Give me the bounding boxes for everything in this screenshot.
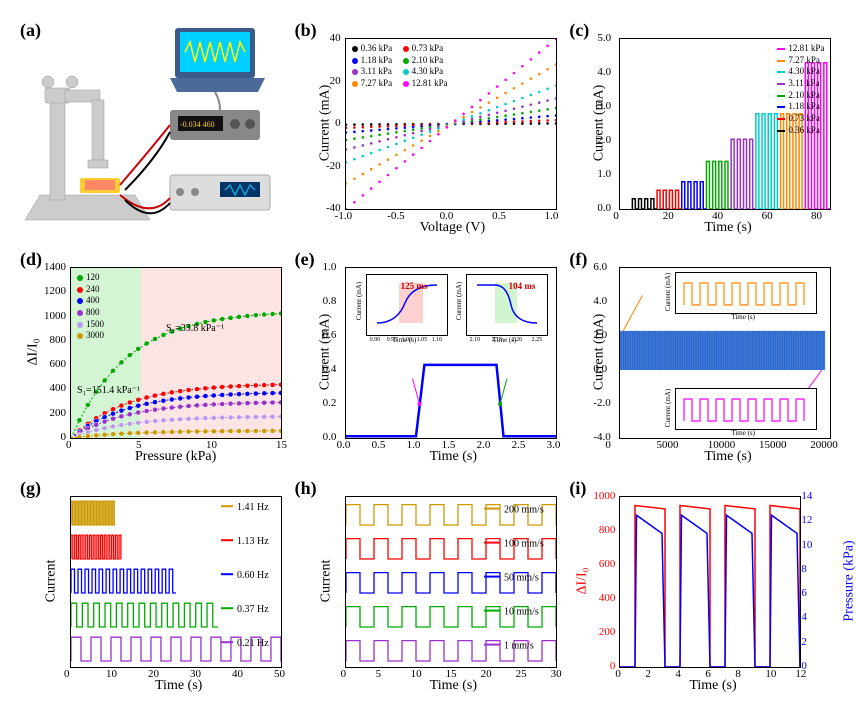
svg-text:1.41 Hz: 1.41 Hz (237, 502, 269, 513)
ylabel-h: Current (318, 560, 334, 603)
inset-f1-xlabel: Time (s) (731, 313, 755, 321)
plot-d: 12024040080015003000 S₁=151.4 kPa⁻¹ S₂=3… (70, 267, 282, 439)
panel-f: (f) Time (s) Current (mA) Time (s) Curre… (569, 249, 836, 470)
inset-e1-ylabel: Current (mA) (355, 282, 363, 320)
xlabel-c: Time (s) (704, 220, 751, 236)
inset-e1-label: 125 ms (401, 281, 428, 291)
label-f: (f) (569, 249, 587, 270)
inset-f1: Time (s) Current (mA) (675, 272, 817, 314)
svg-text:1.13 Hz: 1.13 Hz (237, 536, 269, 547)
label-c: (c) (569, 20, 589, 41)
xlabel-d: Pressure (kPa) (135, 449, 216, 465)
ylabel-e: Current (mA) (317, 314, 333, 391)
xlabel-h: Time (s) (430, 678, 477, 694)
panel-g: (g) 1.41 Hz1.13 Hz0.60 Hz0.37 Hz0.21 Hz … (20, 478, 287, 699)
inset-f1-ylabel: Current (mA) (664, 273, 672, 311)
inset-e2: 104 ms Time (s) Current (mA) 2.10 2.15 2… (466, 274, 548, 336)
svg-text:0.21 Hz: 0.21 Hz (237, 638, 269, 649)
label-d: (d) (20, 249, 42, 270)
plot-i (619, 496, 801, 668)
panel-e: (e) 125 ms Time (s) Current (mA) 0.90 0.… (295, 249, 562, 470)
plot-e: 125 ms Time (s) Current (mA) 0.90 0.95 1… (345, 267, 557, 439)
ylabel-f: Current (mA) (592, 314, 608, 391)
svg-text:0.37 Hz: 0.37 Hz (237, 604, 269, 615)
xlabel-f: Time (s) (704, 449, 751, 465)
label-e: (e) (295, 249, 315, 270)
svg-text:10 mm/s: 10 mm/s (504, 607, 539, 618)
xlabel-b: Voltage (V) (420, 220, 485, 236)
plot-c: 12.81 kPa7.27 kPa4.30 kPa3.11 kPa2.10 kP… (619, 38, 831, 210)
svg-text:100 mm/s: 100 mm/s (504, 539, 544, 550)
annotation-s1: S₁=151.4 kPa⁻¹ (77, 385, 140, 396)
panel-a: (a) -0.034 460 (20, 20, 287, 241)
setup-illustration: -0.034 460 (20, 20, 292, 240)
svg-text:0.60 Hz: 0.60 Hz (237, 570, 269, 581)
xlabel-i: Time (s) (689, 678, 736, 694)
ylabel-g: Current (43, 560, 59, 603)
xlabel-g: Time (s) (155, 678, 202, 694)
ylabel-i-left: ΔI/I₀ (575, 567, 591, 594)
label-g: (g) (20, 478, 41, 499)
inset-f2-svg (676, 389, 816, 429)
plot-f: Time (s) Current (mA) Time (s) Current (… (619, 267, 831, 439)
inset-e1: 125 ms Time (s) Current (mA) 0.90 0.95 1… (366, 274, 448, 336)
plot-b: 0.36 kPa0.73 kPa1.18 kPa2.10 kPa3.11 kPa… (345, 38, 557, 210)
panel-i: (i) ΔI/I₀ Pressure (kPa) Time (s) 024681… (569, 478, 836, 699)
inset-f2-ylabel: Current (mA) (664, 389, 672, 427)
panel-b: (b) 0.36 kPa0.73 kPa1.18 kPa2.10 kPa3.11… (295, 20, 562, 241)
inset-f1-svg (676, 273, 816, 313)
figure-grid: (a) -0.034 460 (20, 20, 836, 699)
legend-d: 12024040080015003000 (77, 272, 104, 342)
label-b: (b) (295, 20, 317, 41)
ylabel-c: Current (mA) (592, 85, 608, 162)
inset-e2-label: 104 ms (509, 281, 536, 291)
svg-text:200 mm/s: 200 mm/s (504, 505, 544, 516)
label-h: (h) (295, 478, 317, 499)
plot-g-svg: 1.41 Hz 1.13 Hz 0.60 Hz 0.37 Hz 0.21 Hz (71, 497, 281, 667)
inset-e2-ylabel: Current (mA) (455, 282, 463, 320)
plot-i-svg (620, 497, 800, 667)
panel-c: (c) 12.81 kPa7.27 kPa4.30 kPa3.11 kPa2.1… (569, 20, 836, 241)
panel-d: (d) 12024040080015003000 S₁=151.4 kPa⁻¹ … (20, 249, 287, 470)
plot-h-svg: 200 mm/s 100 mm/s 50 mm/s 10 mm/s 1 mm/s (346, 497, 556, 667)
inset-f2: Time (s) Current (mA) (675, 388, 817, 430)
plot-g: 1.41 Hz 1.13 Hz 0.60 Hz 0.37 Hz 0.21 Hz (70, 496, 282, 668)
svg-text:50 mm/s: 50 mm/s (504, 573, 539, 584)
legend-c: 12.81 kPa7.27 kPa4.30 kPa3.11 kPa2.10 kP… (777, 43, 824, 137)
legend-b: 0.36 kPa0.73 kPa1.18 kPa2.10 kPa3.11 kPa… (352, 43, 448, 90)
label-a: (a) (20, 20, 41, 41)
plot-h: 200 mm/s 100 mm/s 50 mm/s 10 mm/s 1 mm/s (345, 496, 557, 668)
ylabel-d: ΔI/I₀ (26, 338, 42, 365)
label-i: (i) (569, 478, 586, 499)
ylabel-i-right: Pressure (kPa) (842, 540, 856, 621)
annotation-s2: S₂=33.8 kPa⁻¹ (166, 323, 224, 334)
svg-text:-0.034 460: -0.034 460 (180, 120, 215, 129)
svg-text:1 mm/s: 1 mm/s (504, 641, 534, 652)
inset-f2-xlabel: Time (s) (731, 429, 755, 437)
xlabel-e: Time (s) (430, 449, 477, 465)
panel-h: (h) 200 mm/s 100 mm/s 50 mm/s 10 mm/s 1 mm/s… (295, 478, 562, 699)
